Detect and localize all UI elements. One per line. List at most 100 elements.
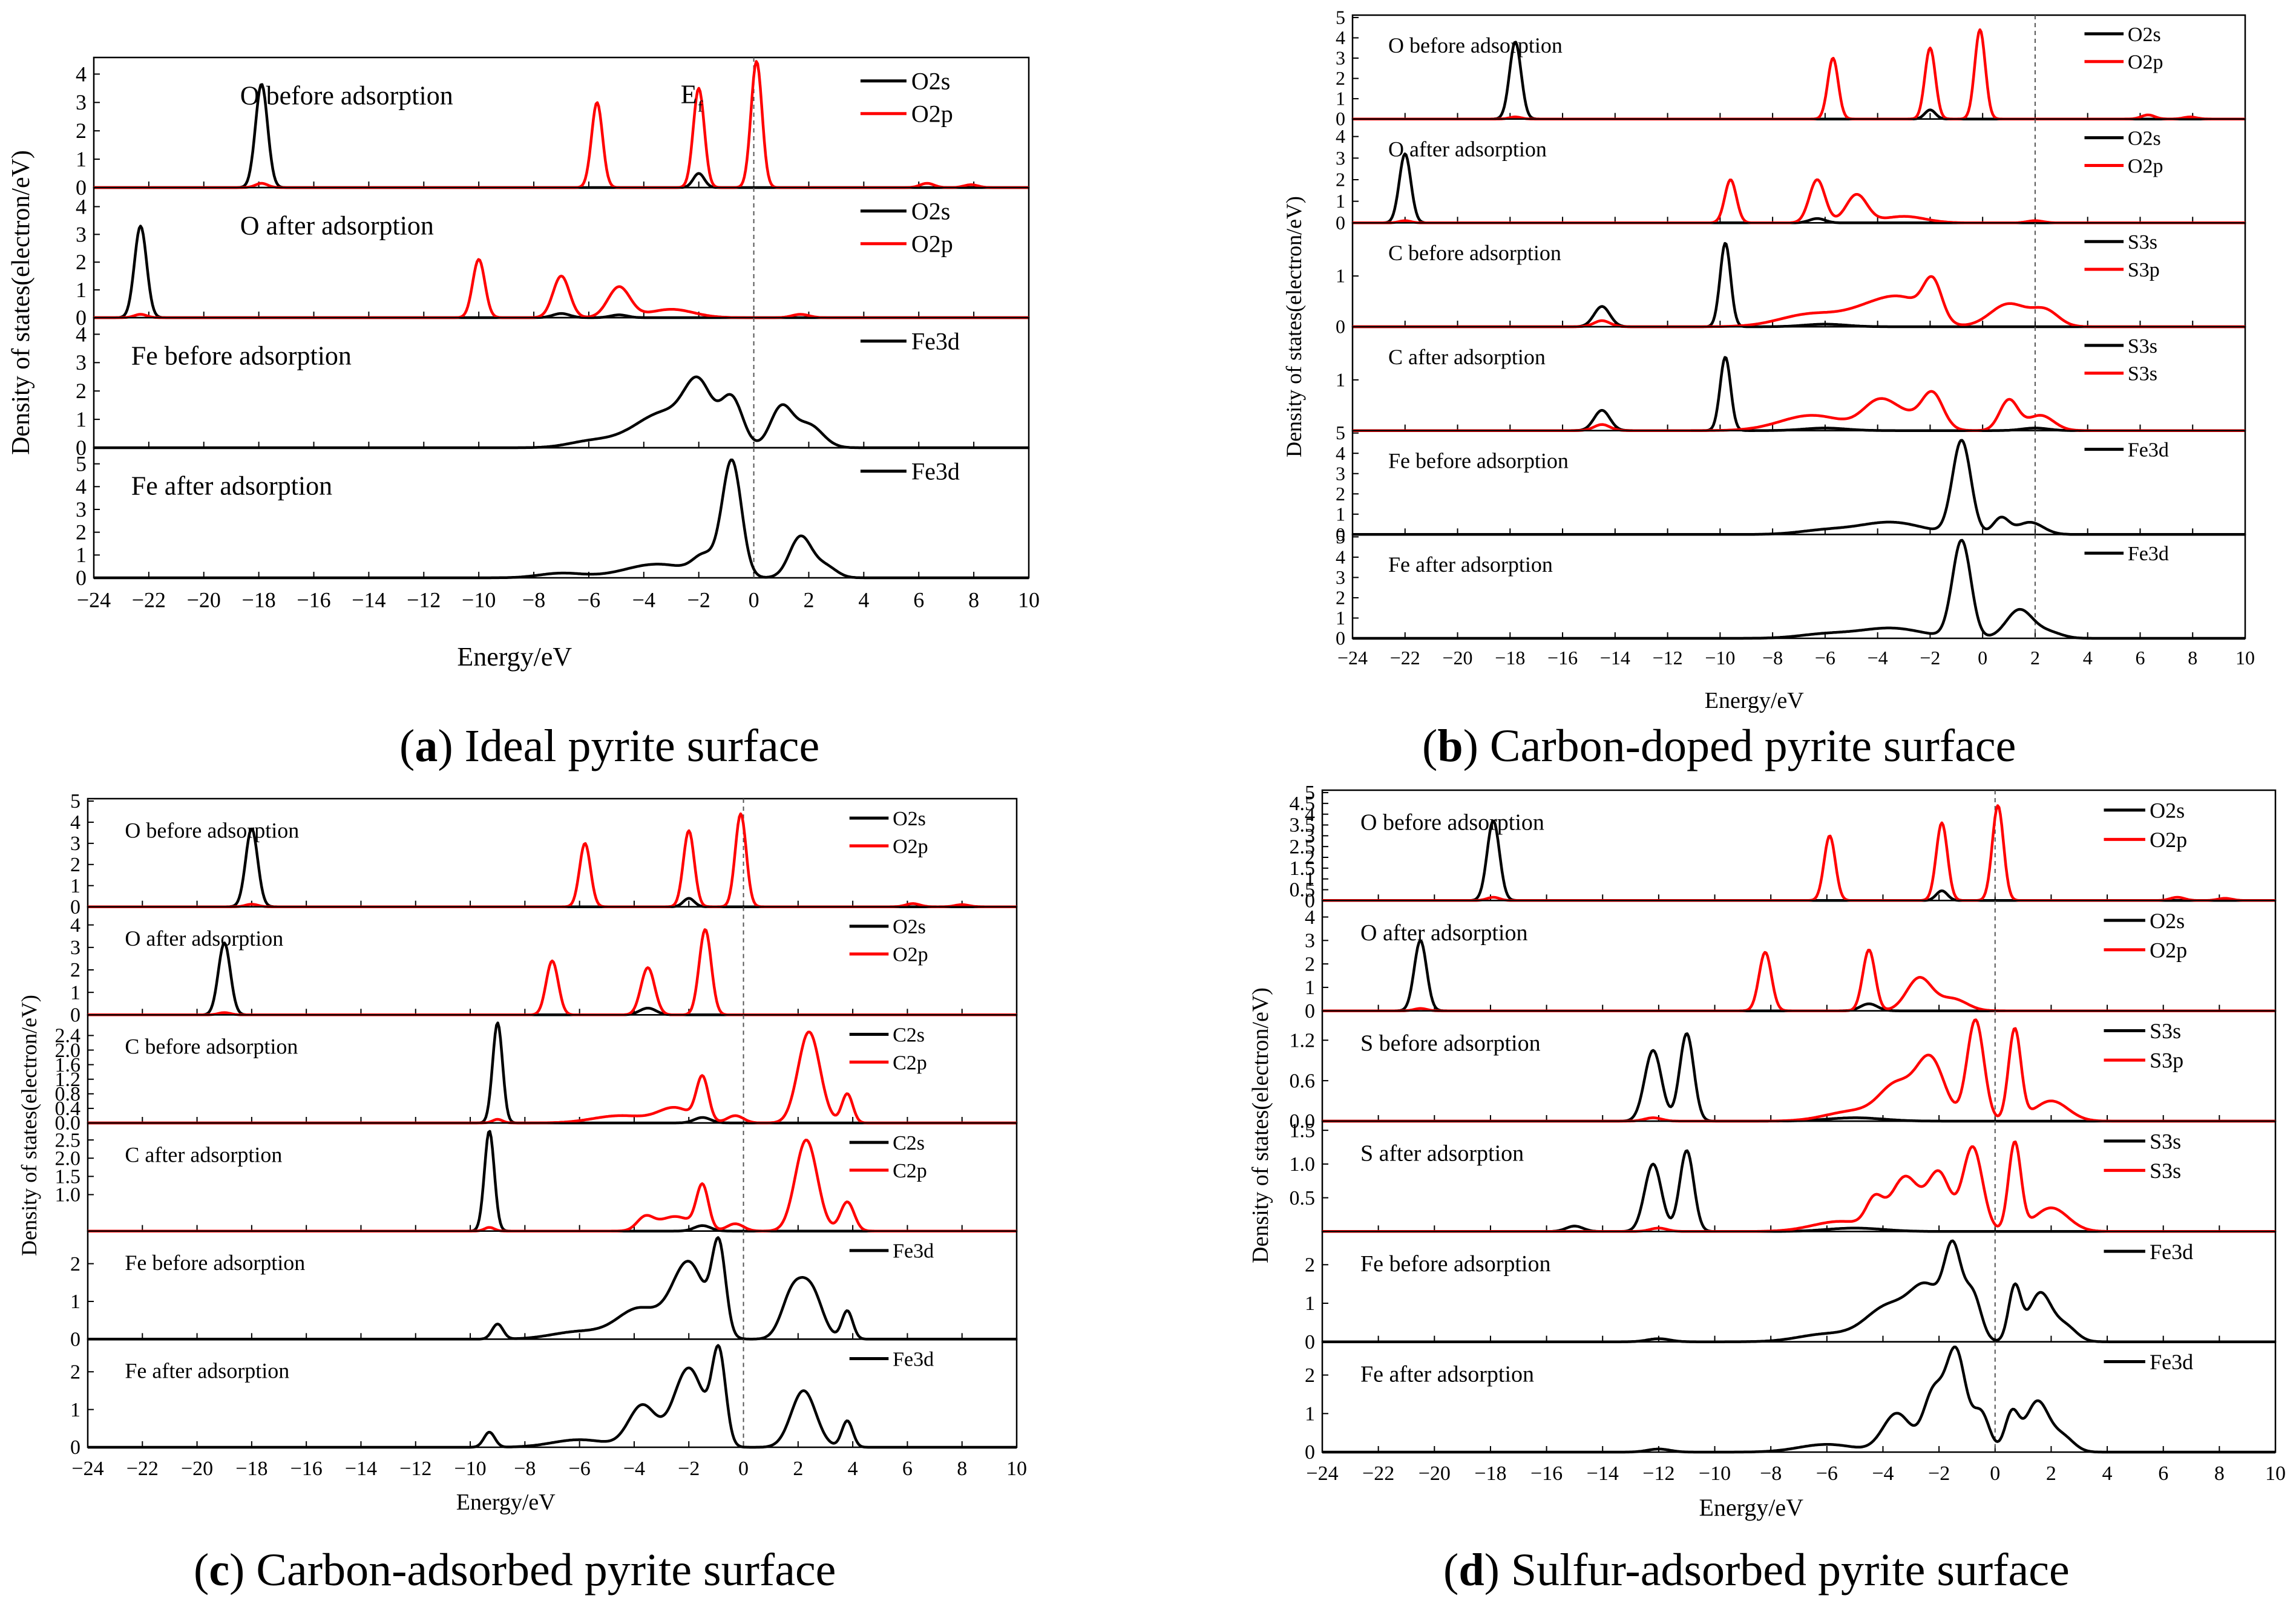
y-tick-label: 0 <box>76 436 87 460</box>
y-tick-label: 3 <box>1305 930 1315 952</box>
caption-d: (d) Sulfur-adsorbed pyrite surface <box>1443 1545 2070 1596</box>
legend-label: O2p <box>893 944 928 966</box>
panel-frame <box>1351 326 2246 431</box>
legend-label: O2p <box>2150 938 2187 962</box>
y-tick-label: 0 <box>1336 212 1345 234</box>
y-tick-label: 3 <box>1336 147 1345 169</box>
x-tick-label: 4 <box>2083 647 2093 669</box>
y-tick-label: 2 <box>1305 953 1315 975</box>
series-line-fe3d <box>93 375 1029 450</box>
y-tick-label: 0 <box>70 1329 80 1351</box>
legend-label: S3p <box>2128 259 2160 281</box>
y-axis-label: Density of states(electron/eV) <box>1248 987 1273 1263</box>
y-tick-label: 2 <box>70 959 80 981</box>
panel-frame <box>93 186 1030 319</box>
x-tick-label: −14 <box>352 588 385 612</box>
y-tick-label: 1.6 <box>55 1054 81 1076</box>
panel-title: O before adsorption <box>1388 33 1563 57</box>
y-tick-label: 1.2 <box>55 1069 81 1091</box>
y-tick-label: 1 <box>1336 607 1345 629</box>
x-tick-label: −20 <box>1443 647 1473 669</box>
x-tick-label: −10 <box>462 588 496 612</box>
y-tick-label: 2 <box>70 854 80 876</box>
x-tick-label: −4 <box>1872 1462 1894 1485</box>
y-tick-label: 0.5 <box>1290 1187 1316 1209</box>
x-tick-label: 6 <box>2158 1462 2168 1485</box>
panel-frame <box>87 1014 1018 1124</box>
panel-frame <box>1351 534 2246 640</box>
panel-title: S before adsorption <box>1360 1030 1541 1056</box>
y-tick-label: 3 <box>76 350 87 375</box>
y-tick-label: 3 <box>1336 47 1345 69</box>
x-tick-label: −8 <box>1760 1462 1782 1485</box>
legend-label: Fe3d <box>2128 543 2169 565</box>
panel-frame <box>1351 430 2246 535</box>
panel-a-0: 0 1 2 3 4 O before adsorption O2s O2p <box>76 56 1030 200</box>
panel-frame <box>1351 118 2246 224</box>
y-tick-label: 5 <box>70 790 80 813</box>
y-tick-label: 0 <box>1305 1441 1315 1464</box>
legend-label: S3s <box>2150 1159 2181 1183</box>
x-tick-label: 4 <box>858 588 869 612</box>
x-tick-label: −10 <box>454 1458 486 1480</box>
x-tick-label: −6 <box>1816 1462 1838 1485</box>
x-tick-label: 0 <box>749 588 759 612</box>
legend-label: O2s <box>2128 24 2161 46</box>
y-tick-label: 4 <box>1305 804 1315 826</box>
x-tick-label: −4 <box>1868 647 1888 669</box>
x-tick-label: −14 <box>1600 647 1630 669</box>
legend-label: S3s <box>2128 231 2157 254</box>
caption-b: (b) Carbon-doped pyrite surface <box>1422 721 2016 771</box>
legend-label: O2p <box>2128 51 2163 74</box>
panel-title: O before adsorption <box>240 80 453 110</box>
panel-frame <box>87 797 1018 908</box>
panel-title: Fe before adsorption <box>1388 448 1569 473</box>
x-tick-label: −4 <box>632 588 655 612</box>
panel-frame <box>87 1338 1018 1448</box>
panel-title: O after adsorption <box>125 926 283 951</box>
legend-label: C2p <box>893 1052 927 1074</box>
legend-label: O2p <box>911 231 953 258</box>
panel-title: C before adsorption <box>125 1035 298 1059</box>
panel-title: O after adsorption <box>1360 920 1527 946</box>
x-tick-label: −18 <box>235 1458 267 1480</box>
legend-label: S3s <box>2150 1019 2181 1043</box>
y-axis-label: Density of states(electron/eV) <box>1282 196 1306 457</box>
x-tick-label: 8 <box>2214 1462 2225 1485</box>
x-tick-label: −14 <box>1587 1462 1619 1485</box>
y-tick-label: 0 <box>1336 627 1345 649</box>
caption-c-text: Carbon-adsorbed pyrite surface <box>256 1545 836 1596</box>
caption-b-text: Carbon-doped pyrite surface <box>1489 721 2016 771</box>
caption-a-letter: a <box>415 721 438 771</box>
caption-c-letter: c <box>209 1545 230 1596</box>
y-tick-label: 4.5 <box>1290 793 1316 815</box>
panel-frame <box>93 447 1030 579</box>
panel-title: C before adsorption <box>1388 241 1561 265</box>
legend-label: C2p <box>893 1160 927 1182</box>
panel-title: C after adsorption <box>1388 345 1546 369</box>
legend-label: Fe3d <box>893 1240 934 1263</box>
y-tick-label: 0 <box>70 896 80 918</box>
legend-label: O2s <box>2150 909 2185 933</box>
x-tick-label: 10 <box>1018 588 1040 612</box>
legend-label: Fe3d <box>2128 439 2169 461</box>
y-tick-label: 1.5 <box>1290 1119 1316 1142</box>
y-tick-label: 2 <box>76 119 87 143</box>
panel-c-2: 0.00.40.81.21.62.02.4 C before adsorption… <box>55 1014 1018 1134</box>
x-tick-label: −12 <box>1653 647 1683 669</box>
caption-c: (c) Carbon-adsorbed pyrite surface <box>194 1545 836 1596</box>
x-tick-label: 0 <box>738 1458 749 1480</box>
y-tick-label: 0.5 <box>1290 879 1316 902</box>
x-tick-label: 4 <box>2102 1462 2113 1485</box>
y-tick-label: 1 <box>76 147 87 171</box>
x-tick-label: −10 <box>1705 647 1735 669</box>
x-tick-label: −16 <box>290 1458 323 1480</box>
y-tick-label: 3 <box>76 497 87 522</box>
legend-label: S3p <box>2150 1049 2183 1073</box>
x-tick-label: 4 <box>848 1458 858 1480</box>
panel-a-2: 0 1 2 3 4 Fe before adsorption Fe3d <box>76 316 1030 460</box>
